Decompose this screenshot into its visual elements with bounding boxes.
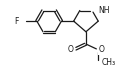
Text: F: F bbox=[15, 17, 19, 26]
Text: O: O bbox=[98, 45, 104, 54]
Text: CH₃: CH₃ bbox=[102, 58, 116, 67]
Text: O: O bbox=[68, 45, 74, 54]
Text: NH: NH bbox=[98, 6, 109, 15]
